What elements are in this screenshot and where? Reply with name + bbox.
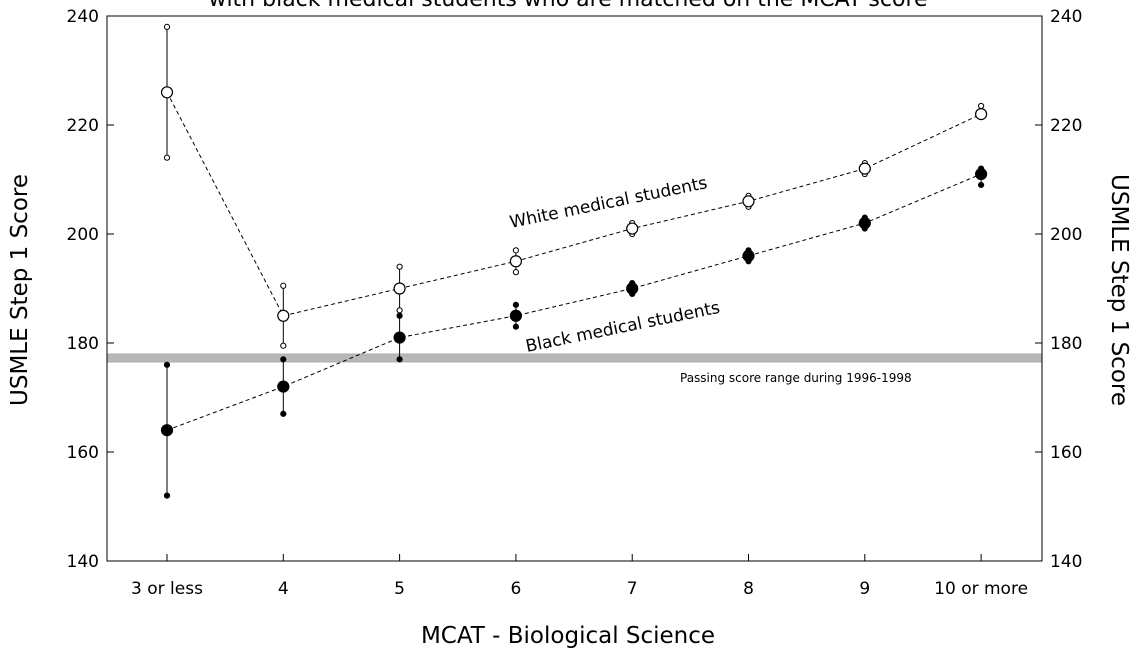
data-point-black (742, 249, 755, 262)
error-bound-point-black (280, 356, 287, 363)
error-bound-point-white (512, 269, 520, 276)
data-point-white (858, 162, 871, 175)
x-tick-label: 4 (278, 579, 289, 599)
y-axis-title-right: USMLE Step 1 Score (1106, 174, 1132, 406)
data-point-black (626, 282, 639, 295)
band-label: Passing score range during 1996-1998 (680, 371, 912, 385)
x-tick-label: 9 (859, 579, 870, 599)
error-bound-point-black (978, 181, 985, 189)
x-tick-label: 7 (627, 579, 638, 599)
error-bound-point-black (512, 323, 520, 330)
error-bound-point-white (512, 247, 520, 254)
y-tick-label-right: 160 (1050, 443, 1082, 463)
y-tick-label-left: 140 (67, 552, 99, 572)
data-point-white (742, 195, 755, 208)
error-bound-point-white (280, 282, 287, 289)
plot-frame (106, 15, 1043, 562)
error-bound-point-black (512, 301, 520, 308)
x-tick-label: 6 (510, 579, 521, 599)
data-point-black (277, 380, 290, 393)
data-point-white (160, 86, 174, 99)
error-bound-point-black (396, 356, 403, 363)
x-tick-label: 10 or more (934, 579, 1028, 599)
x-axis-title: MCAT - Biological Science (421, 623, 715, 649)
error-bound-point-white (978, 102, 985, 110)
y-tick-label-left: 200 (67, 225, 99, 245)
y-tick-label-right: 240 (1050, 7, 1082, 27)
x-tick-label: 8 (743, 579, 754, 599)
y-axis-title-left: USMLE Step 1 Score (7, 174, 33, 406)
y-tick-label-left: 160 (67, 443, 99, 463)
error-bound-point-black (163, 361, 171, 368)
error-bound-point-white (396, 263, 403, 270)
error-bound-point-black (280, 410, 287, 417)
data-point-black (160, 424, 174, 437)
error-bound-point-white (163, 23, 171, 30)
series-line-black (166, 173, 982, 431)
x-tick-label: 5 (394, 579, 405, 599)
series-label-white: White medical students (508, 173, 709, 233)
data-point-black (974, 167, 988, 181)
error-bound-point-white (163, 154, 171, 161)
chart-title: with black medical students who are matc… (208, 0, 927, 12)
data-point-white (974, 107, 988, 121)
y-tick-label-left: 180 (67, 334, 99, 354)
error-bound-point-white (396, 307, 403, 314)
error-bound-point-black (163, 492, 171, 499)
error-bound-point-black (396, 312, 403, 319)
y-tick-label-right: 180 (1050, 334, 1082, 354)
data-point-white (393, 282, 406, 295)
data-point-white (626, 222, 639, 235)
error-bound-point-white (280, 342, 287, 349)
data-point-white (509, 255, 523, 268)
data-point-black (509, 309, 523, 322)
x-tick-label: 3 or less (131, 579, 203, 599)
y-tick-label-right: 220 (1050, 116, 1082, 136)
y-tick-label-left: 240 (67, 7, 99, 27)
y-tick-label-right: 140 (1050, 552, 1082, 572)
y-tick-label-left: 220 (67, 116, 99, 136)
data-point-black (858, 217, 871, 230)
y-tick-label-right: 200 (1050, 225, 1082, 245)
data-point-white (277, 309, 290, 322)
data-point-black (393, 331, 406, 344)
passing-score-band (106, 353, 1043, 363)
